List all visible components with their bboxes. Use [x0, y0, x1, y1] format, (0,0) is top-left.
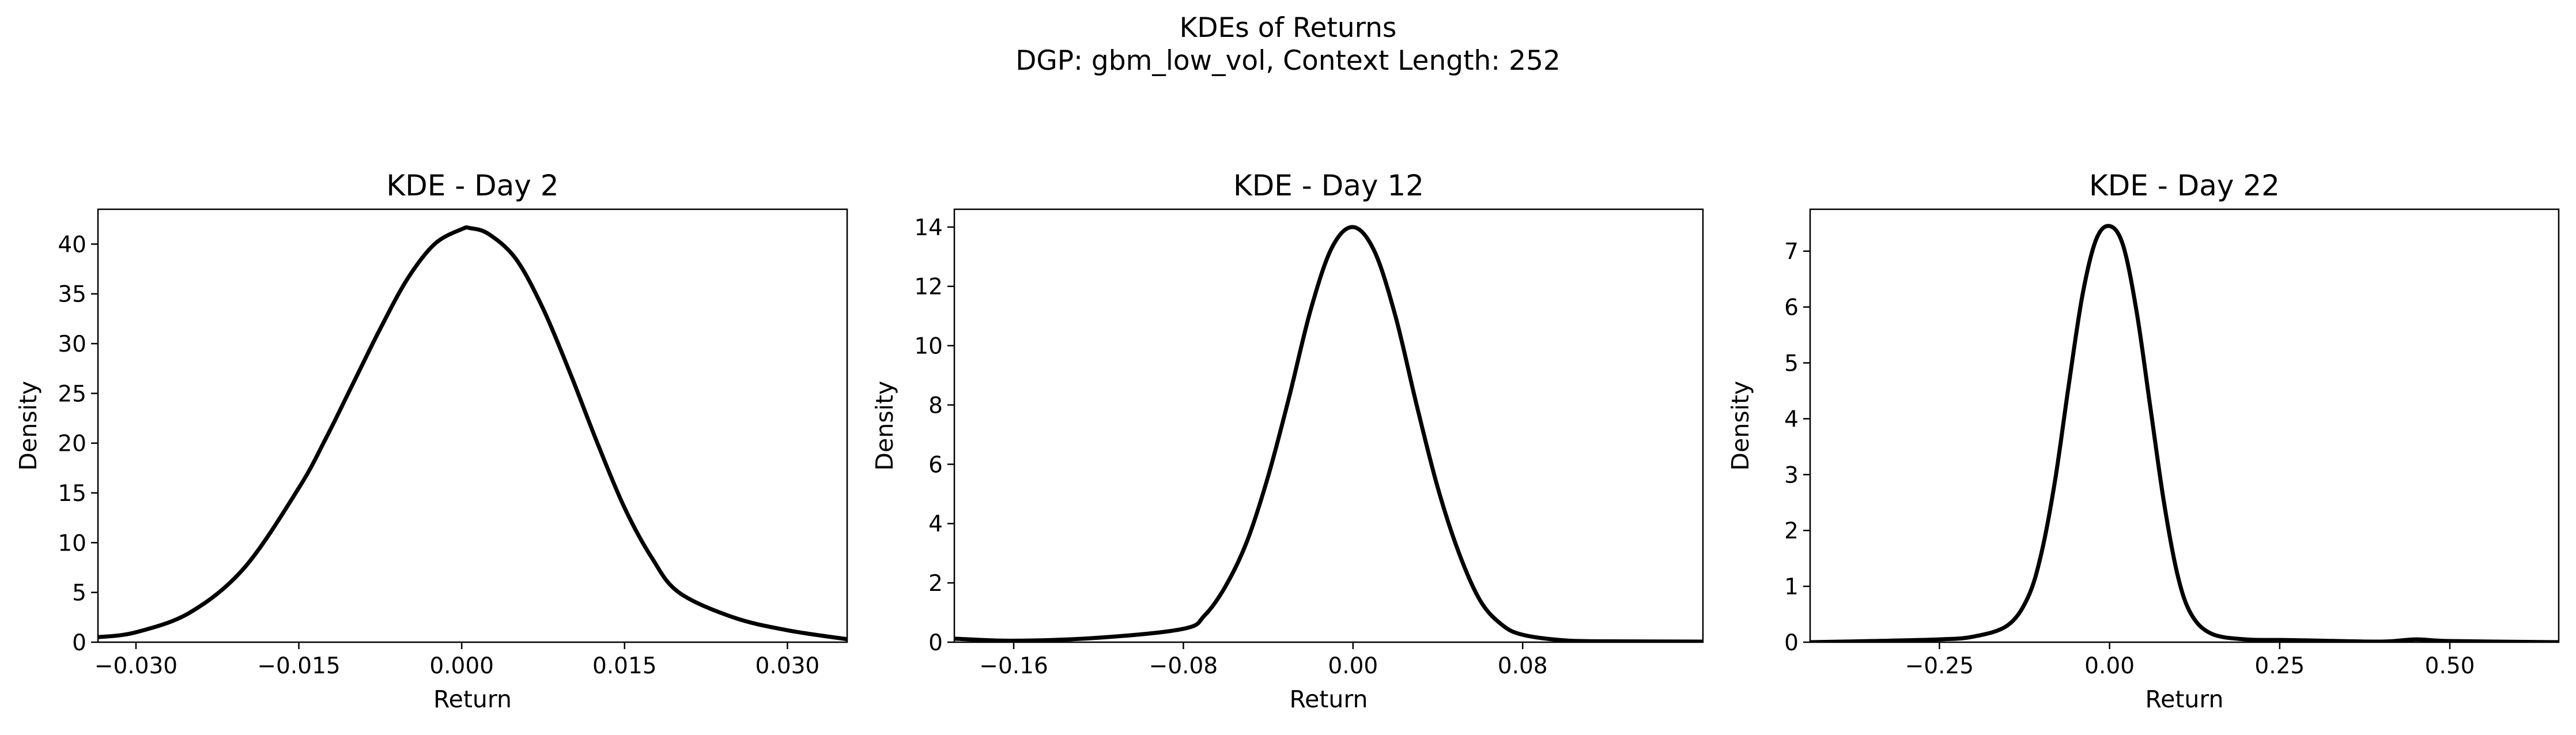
x-tick-label: 0.50: [2425, 653, 2475, 679]
x-tick-label: 0.00: [2084, 653, 2135, 679]
y-axis-label: Density: [14, 381, 42, 471]
kde-panel-day-2: KDE - Day 2 −0.030 −0.015 0.000 0.015 0.030 0 5…: [14, 169, 848, 713]
y-tick-label: 0: [1784, 630, 1799, 656]
x-axis-label: Return: [2145, 685, 2223, 713]
x-tick-label: 0.000: [429, 653, 494, 679]
kde-panel-day-22: KDE - Day 22 −0.25 0.00 0.25 0.50 0 1 2 3 4 5 6 7 Ret…: [1727, 169, 2560, 713]
axes-frame: [1809, 208, 2560, 643]
kde-line: [98, 225, 847, 642]
y-tick-label: 8: [928, 393, 943, 419]
y-tick-label: 12: [914, 274, 943, 300]
y-tick-label: 25: [58, 381, 86, 407]
y-tick-label: 7: [1784, 239, 1799, 265]
y-tick-label: 5: [1784, 350, 1799, 376]
y-tick-label: 0: [72, 630, 86, 656]
y-tick-label: 14: [914, 215, 943, 241]
x-tick-label: 0.015: [592, 653, 657, 679]
x-tick-label: 0.08: [1498, 653, 1548, 679]
x-tick-label: −0.08: [1149, 653, 1218, 679]
kde-panel-day-12: KDE - Day 12 −0.16 −0.08 0.00 0.08 0 2 4 6 8 10 12 1…: [871, 169, 1704, 713]
x-tick-label: −0.25: [1905, 653, 1974, 679]
y-tick-label: 5: [72, 581, 86, 606]
y-tick-label: 10: [914, 334, 943, 360]
x-tick-label: 0.00: [1328, 653, 1378, 679]
kde-line: [954, 225, 1703, 642]
figure-subtitle: DGP: gbm_low_vol, Context Length: 252: [1015, 45, 1561, 77]
x-tick-label: 0.030: [756, 653, 820, 679]
y-tick-label: 15: [58, 481, 86, 507]
y-tick-label: 20: [58, 431, 86, 457]
y-tick-label: 2: [928, 571, 943, 597]
y-tick-label: 35: [58, 282, 86, 308]
y-axis-label: Density: [871, 381, 898, 471]
x-tick-label: −0.030: [95, 653, 177, 679]
y-tick-label: 4: [928, 511, 943, 537]
x-axis-label: Return: [1289, 685, 1368, 713]
y-tick-label: 40: [58, 232, 86, 258]
axes-frame: [97, 208, 848, 643]
x-axis-label: Return: [433, 685, 512, 713]
x-tick-label: −0.015: [257, 653, 340, 679]
y-tick-label: 2: [1784, 518, 1799, 544]
figure-title: KDEs of Returns: [1180, 12, 1397, 44]
y-tick-label: 10: [58, 530, 86, 556]
y-tick-label: 4: [1784, 406, 1799, 432]
y-tick-label: 30: [58, 331, 86, 357]
panel-title: KDE - Day 12: [1233, 169, 1424, 202]
y-tick-label: 0: [928, 630, 943, 656]
kde-line: [1810, 224, 2559, 642]
y-axis-label: Density: [1727, 381, 1754, 471]
y-tick-label: 1: [1784, 574, 1799, 600]
x-tick-label: −0.16: [979, 653, 1048, 679]
y-tick-label: 6: [1784, 295, 1799, 321]
y-tick-label: 6: [928, 452, 943, 478]
y-tick-label: 3: [1784, 462, 1799, 488]
x-tick-label: 0.25: [2254, 653, 2305, 679]
panel-title: KDE - Day 2: [386, 169, 558, 202]
axes-frame: [953, 208, 1704, 643]
panel-title: KDE - Day 22: [2089, 169, 2280, 202]
